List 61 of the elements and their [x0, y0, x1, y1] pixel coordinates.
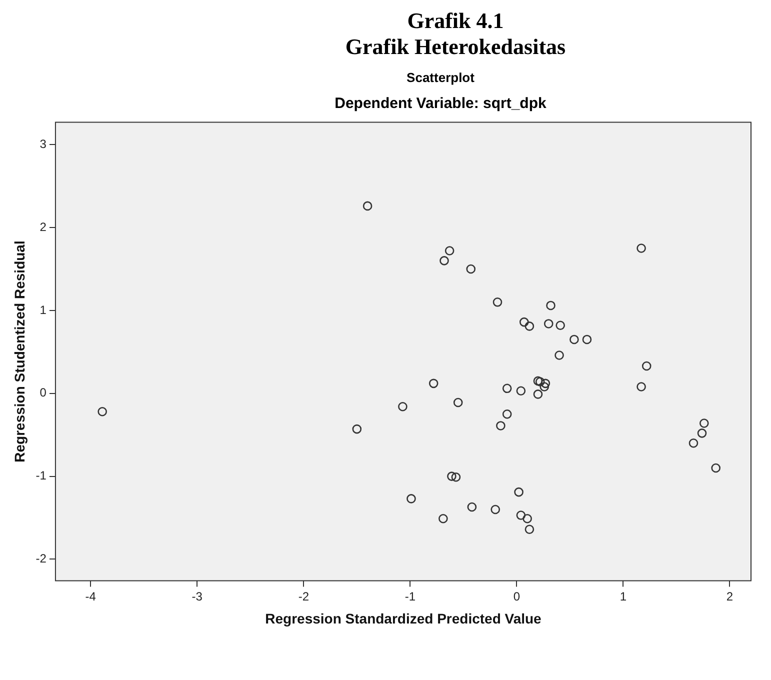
- y-axis-title: Regression Studentized Residual: [11, 240, 28, 462]
- y-tick-label: 1: [40, 302, 47, 317]
- x-tick-label: 1: [620, 589, 627, 604]
- point: [688, 438, 698, 448]
- x-tick-label: 2: [726, 589, 734, 604]
- point: [352, 424, 362, 434]
- point: [440, 256, 449, 266]
- point: [524, 322, 534, 331]
- point: [556, 320, 565, 330]
- point: [447, 472, 456, 481]
- point: [502, 409, 512, 419]
- chart-title: Grafik 4.1: [406, 8, 505, 34]
- point: [514, 487, 524, 497]
- y-tick-label: 0: [40, 386, 47, 400]
- point: [546, 300, 556, 310]
- point: [540, 382, 550, 392]
- y-tick-label: -1: [36, 468, 47, 483]
- point: [522, 514, 532, 524]
- point: [444, 246, 454, 256]
- point: [496, 421, 506, 430]
- point: [540, 378, 550, 388]
- point: [451, 472, 461, 482]
- point: [98, 406, 107, 416]
- point: [636, 382, 646, 392]
- point: [519, 317, 529, 327]
- chart-subtitle: Grafik Heterokedasitas: [344, 34, 567, 60]
- point: [711, 463, 720, 473]
- y-tick-label: 3: [40, 136, 47, 151]
- point: [362, 201, 372, 211]
- point: [438, 514, 448, 524]
- point: [516, 510, 526, 520]
- point: [502, 384, 512, 394]
- x-tick-label: 0: [513, 589, 520, 604]
- point: [642, 361, 652, 371]
- y-tick-label: 2: [40, 220, 47, 234]
- point: [533, 390, 543, 399]
- x-tick-label: -2: [298, 589, 310, 604]
- point: [406, 494, 416, 504]
- point: [398, 402, 408, 412]
- x-tick-label: -3: [192, 589, 203, 604]
- point: [466, 264, 476, 274]
- x-tick-label: -1: [404, 589, 416, 604]
- point: [570, 334, 579, 344]
- point: [490, 504, 500, 514]
- point: [524, 524, 534, 534]
- x-axis-title: Regression Standardized Predicted Value: [265, 610, 542, 626]
- point: [582, 334, 592, 344]
- point: [636, 244, 646, 253]
- text: Dependent Variable: sqrt_dpk: [334, 95, 548, 112]
- point: [492, 298, 502, 307]
- point: [467, 502, 477, 512]
- text: Scatterplot: [406, 70, 476, 85]
- point: [554, 350, 564, 360]
- point: [699, 418, 709, 428]
- point: [428, 378, 438, 388]
- y-tick-label: -2: [36, 552, 47, 566]
- point: [516, 386, 526, 396]
- x-tick-label: -4: [85, 589, 96, 604]
- point: [453, 398, 463, 408]
- point: [544, 319, 554, 328]
- point: [697, 428, 707, 438]
